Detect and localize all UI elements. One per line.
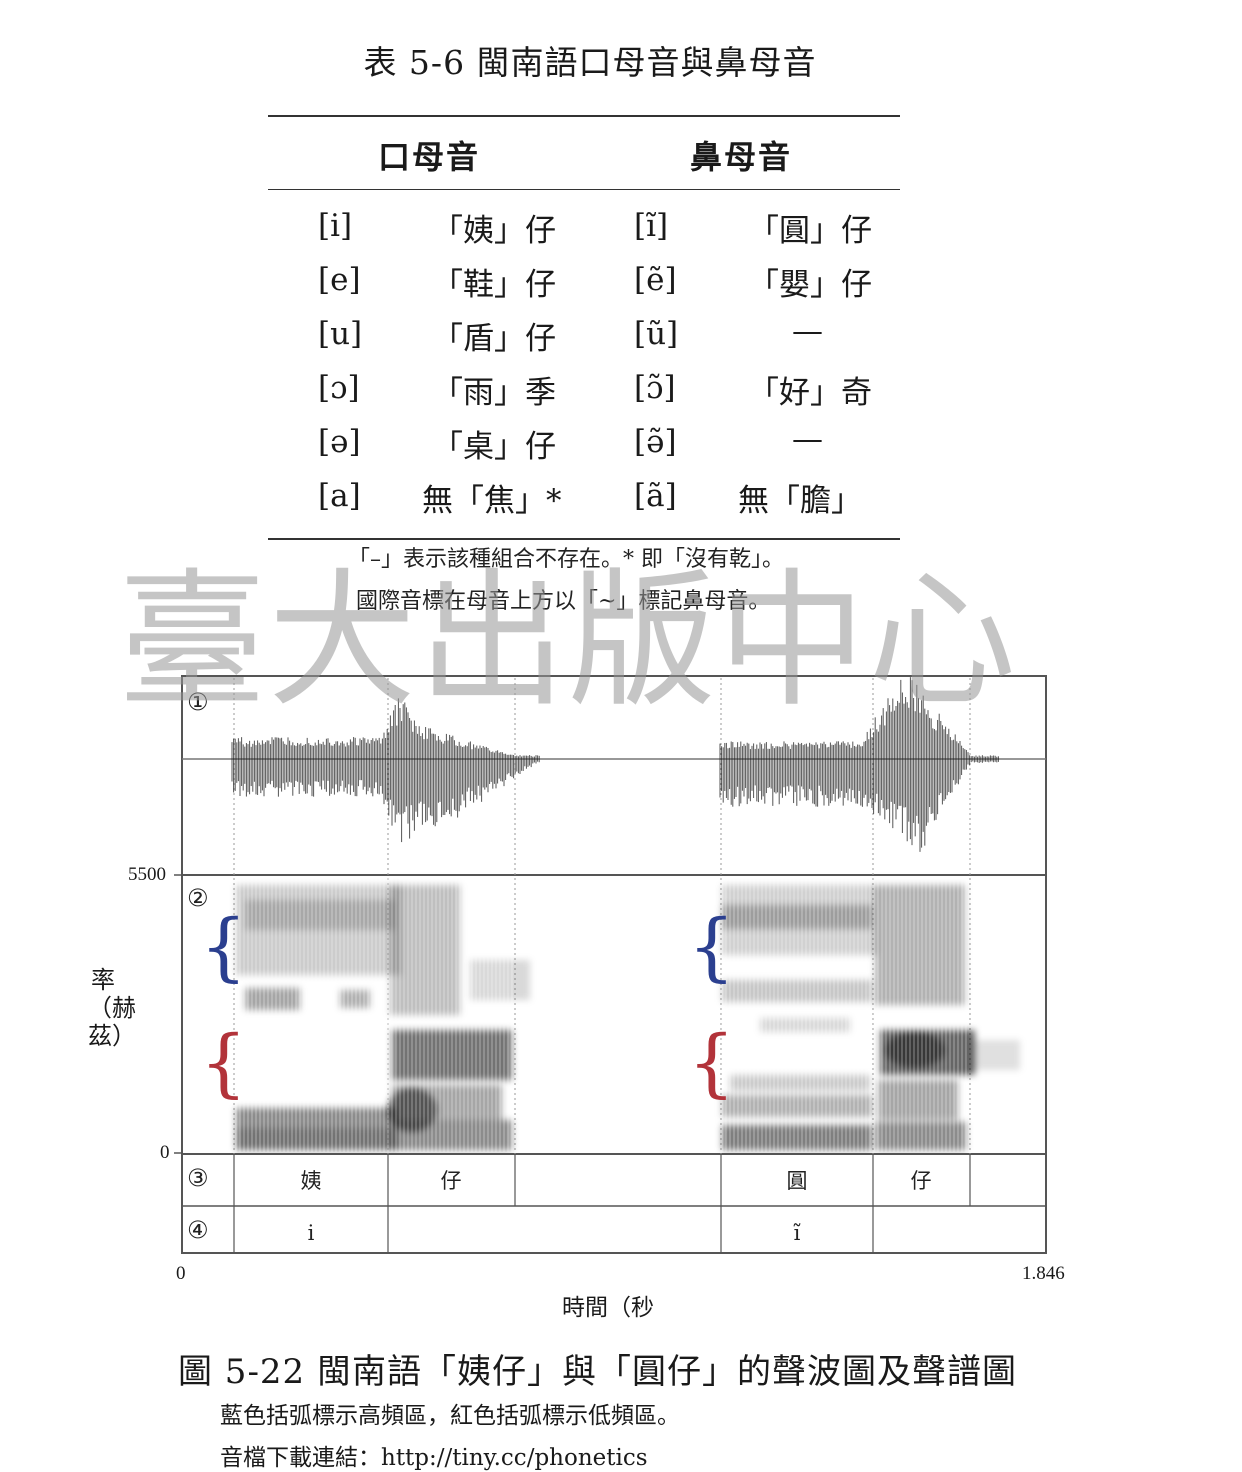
waveform	[182, 677, 1046, 852]
header-nasal-vowels: 鼻母音	[690, 138, 793, 176]
high-frequency-bracket-1: {	[200, 904, 247, 990]
figure-frame	[181, 675, 1047, 1254]
table-title: 表 5-6 閩南語口母音與鼻母音	[363, 43, 817, 82]
table-note-2: 國際音標在母音上方以「~」標記鼻母音。	[356, 589, 771, 614]
y-axis-label: 率（赫茲）	[88, 966, 136, 1050]
oral-word: 「姨」仔	[432, 213, 556, 249]
spectrogram-word-2	[722, 885, 1020, 1150]
x-axis-label: 時間（秒	[562, 1295, 654, 1321]
nasal-ipa: [ɔ̃]	[634, 370, 676, 406]
oral-ipa: [u]	[318, 316, 363, 352]
tier3-label: 圓	[787, 1169, 808, 1193]
table-note-1: 「–」表示該種組合不存在。* 即「沒有乾」。	[348, 547, 784, 572]
nasal-word: 無「膽」	[738, 483, 862, 519]
oral-word: 「盾」仔	[432, 321, 556, 357]
x-axis-start-label: 0	[176, 1263, 186, 1284]
y-axis-top-label: 5500	[128, 864, 166, 885]
nasal-ipa: [ẽ]	[634, 262, 677, 298]
tier3-label: 姨	[301, 1169, 322, 1193]
nasal-word: —	[792, 313, 823, 349]
nasal-ipa: [ə̃]	[634, 424, 677, 460]
table-top-rule	[268, 115, 900, 117]
spectrogram-word-1	[236, 885, 530, 1150]
panel-number: ①	[187, 688, 209, 716]
oral-word: 無「焦」*	[422, 483, 562, 519]
oral-ipa: [ɔ]	[318, 370, 360, 406]
oral-ipa: [a]	[318, 478, 361, 514]
low-frequency-bracket-2: {	[688, 1020, 735, 1106]
figure-caption: 圖 5-22 閩南語「姨仔」與「圓仔」的聲波圖及聲譜圖	[178, 1352, 1017, 1392]
panel-number: ③	[187, 1164, 209, 1192]
y-axis-bottom-label: 0	[160, 1142, 170, 1163]
spectrogram-striations	[235, 878, 967, 1152]
x-axis-end-label: 1.846	[1022, 1263, 1065, 1284]
oral-ipa: [e]	[318, 262, 361, 298]
nasal-word: 「好」奇	[748, 375, 872, 411]
nasal-word: —	[792, 421, 823, 457]
watermark: 臺大出版中心	[118, 555, 1018, 727]
tier-boundaries	[233, 1154, 971, 1253]
waveform-syllables-2	[719, 677, 999, 852]
tier4-label: ĩ	[793, 1221, 801, 1245]
tier3-label: 仔	[911, 1169, 932, 1193]
panel-number: ②	[187, 884, 209, 912]
oral-ipa: [i]	[318, 208, 353, 244]
panel-number: ④	[187, 1216, 209, 1244]
table-bottom-rule	[268, 538, 900, 540]
nasal-ipa: [ĩ]	[634, 208, 669, 244]
low-frequency-bracket-1: {	[200, 1020, 247, 1106]
spectrogram	[235, 878, 1020, 1152]
nasal-word: 「嬰」仔	[748, 267, 872, 303]
nasal-ipa: [ũ]	[634, 316, 679, 352]
header-oral-vowels: 口母音	[378, 138, 481, 176]
oral-word: 「鞋」仔	[432, 267, 556, 303]
tier3-label: 仔	[441, 1169, 462, 1193]
oral-word: 「桌」仔	[432, 429, 556, 465]
nasal-ipa: [ã]	[634, 478, 677, 514]
table-header-rule	[268, 189, 900, 190]
waveform-syllables-1	[231, 698, 540, 843]
oral-ipa: [ə]	[318, 424, 361, 460]
frequency-brackets: { { { {	[200, 904, 735, 1106]
oral-word: 「雨」季	[432, 375, 556, 411]
nasal-word: 「圓」仔	[748, 213, 872, 249]
high-frequency-bracket-2: {	[688, 904, 735, 990]
figure-subcaption-1: 藍色括弧標示高頻區，紅色括弧標示低頻區。	[220, 1403, 680, 1429]
tier4-label: i	[308, 1221, 315, 1245]
